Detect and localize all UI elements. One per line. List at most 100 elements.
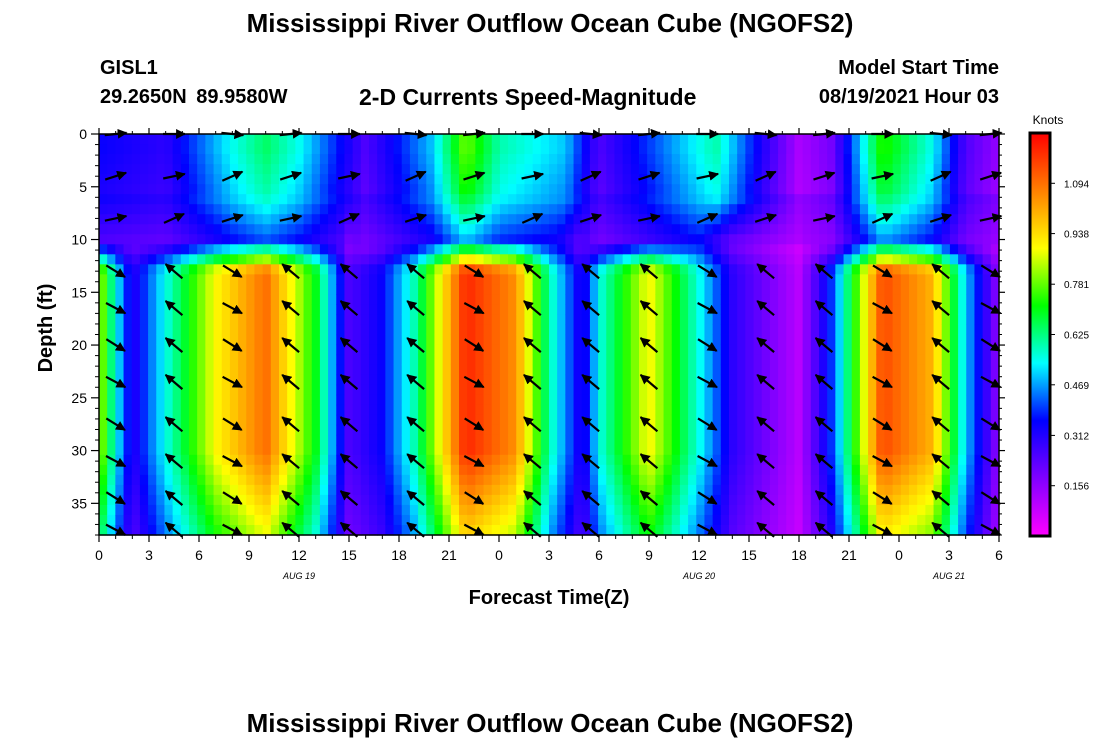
heatmap-cell [606,254,616,265]
heatmap-cell [843,244,853,255]
heatmap-cell [197,314,206,326]
heatmap-cell [663,404,673,416]
heatmap-cell [131,414,141,426]
heatmap-cell [221,294,231,306]
heatmap-cell [401,414,411,426]
current-vector-arrow [523,300,542,317]
heatmap-cell [221,264,231,275]
heatmap-cell [418,244,427,255]
heatmap-cell [630,224,640,235]
heatmap-cell [679,404,689,416]
heatmap-cell [491,234,501,245]
heatmap-cell [729,514,738,526]
heatmap-cell [491,214,501,225]
heatmap-cell [311,334,321,346]
heatmap-cell [958,214,967,225]
heatmap-cell [917,404,926,416]
heatmap-cell [189,204,198,215]
heatmap-cell [328,414,337,426]
heatmap-cell [99,364,108,376]
heatmap-cell [917,524,926,536]
heatmap-cell [933,134,943,145]
heatmap-cell [336,224,346,235]
heatmap-cell [745,304,755,316]
heatmap-cell [319,354,329,366]
heatmap-cell [671,244,681,255]
heatmap-cell [180,154,190,165]
heatmap-cell [540,384,550,396]
heatmap-cell [720,454,730,466]
heatmap-cell [123,484,133,496]
heatmap-cell [925,294,935,306]
heatmap-cell [450,424,460,436]
heatmap-cell [189,174,198,185]
heatmap-cell [467,354,476,366]
current-vector-arrow [164,374,184,390]
heatmap-cell [589,244,599,255]
heatmap-cell [720,514,730,526]
heatmap-cell [238,254,247,265]
heatmap-cell [769,324,779,336]
heatmap-cell [270,304,280,316]
heatmap-cell [925,444,935,456]
heatmap-cell [516,244,526,255]
heatmap-cell [475,324,485,336]
heatmap-cell [295,424,305,436]
heatmap-cell [459,304,468,316]
heatmap-cell [835,244,845,255]
heatmap-cell [197,254,206,265]
heatmap-cell [459,324,468,336]
heatmap-cell [434,254,444,265]
heatmap-cell [385,134,395,145]
heatmap-cell [622,384,632,396]
heatmap-cell [516,504,526,516]
heatmap-cell [974,364,984,376]
heatmap-cell [589,284,599,296]
heatmap-cell [851,214,861,225]
heatmap-cell [909,234,918,245]
heatmap-cell [810,524,820,536]
heatmap-cell [859,394,869,406]
heatmap-cell [475,474,485,486]
current-vector-arrow [521,170,545,181]
heatmap-cell [99,274,108,285]
heatmap-cell [418,384,427,396]
heatmap-cell [949,214,959,225]
heatmap-cell [311,324,321,336]
heatmap-cell [745,464,755,476]
heatmap-cell [213,394,223,406]
current-vector-arrow [980,264,1001,278]
heatmap-cell [213,224,223,235]
heatmap-cell [827,204,836,215]
heatmap-cell [426,144,436,155]
heatmap-cell [401,274,411,285]
heatmap-cell [819,504,828,516]
heatmap-cell [180,484,190,496]
heatmap-cell [819,344,828,356]
heatmap-cell [344,474,354,486]
heatmap-cell [254,354,264,366]
heatmap-cell [483,144,493,155]
heatmap-cell [99,144,108,155]
current-vector-arrow [756,416,775,433]
heatmap-cell [729,424,738,436]
heatmap-cell [287,284,296,296]
heatmap-cell [794,404,804,416]
heatmap-cell [336,184,346,195]
heatmap-cell [131,324,141,336]
heatmap-cell [679,134,689,145]
heatmap-cell [172,484,182,496]
heatmap-cell [966,224,976,235]
heatmap-cell [786,404,796,416]
heatmap-cell [459,154,468,165]
heatmap-cell [328,314,337,326]
heatmap-cell [909,354,918,366]
heatmap-cell [393,454,403,466]
heatmap-cell [606,314,616,326]
heatmap-cell [598,344,607,356]
heatmap-cell [164,464,174,476]
date-label: AUG 19 [282,571,315,581]
heatmap-cell [229,404,239,416]
heatmap-cell [180,464,190,476]
x-tick-label: 12 [691,547,707,563]
